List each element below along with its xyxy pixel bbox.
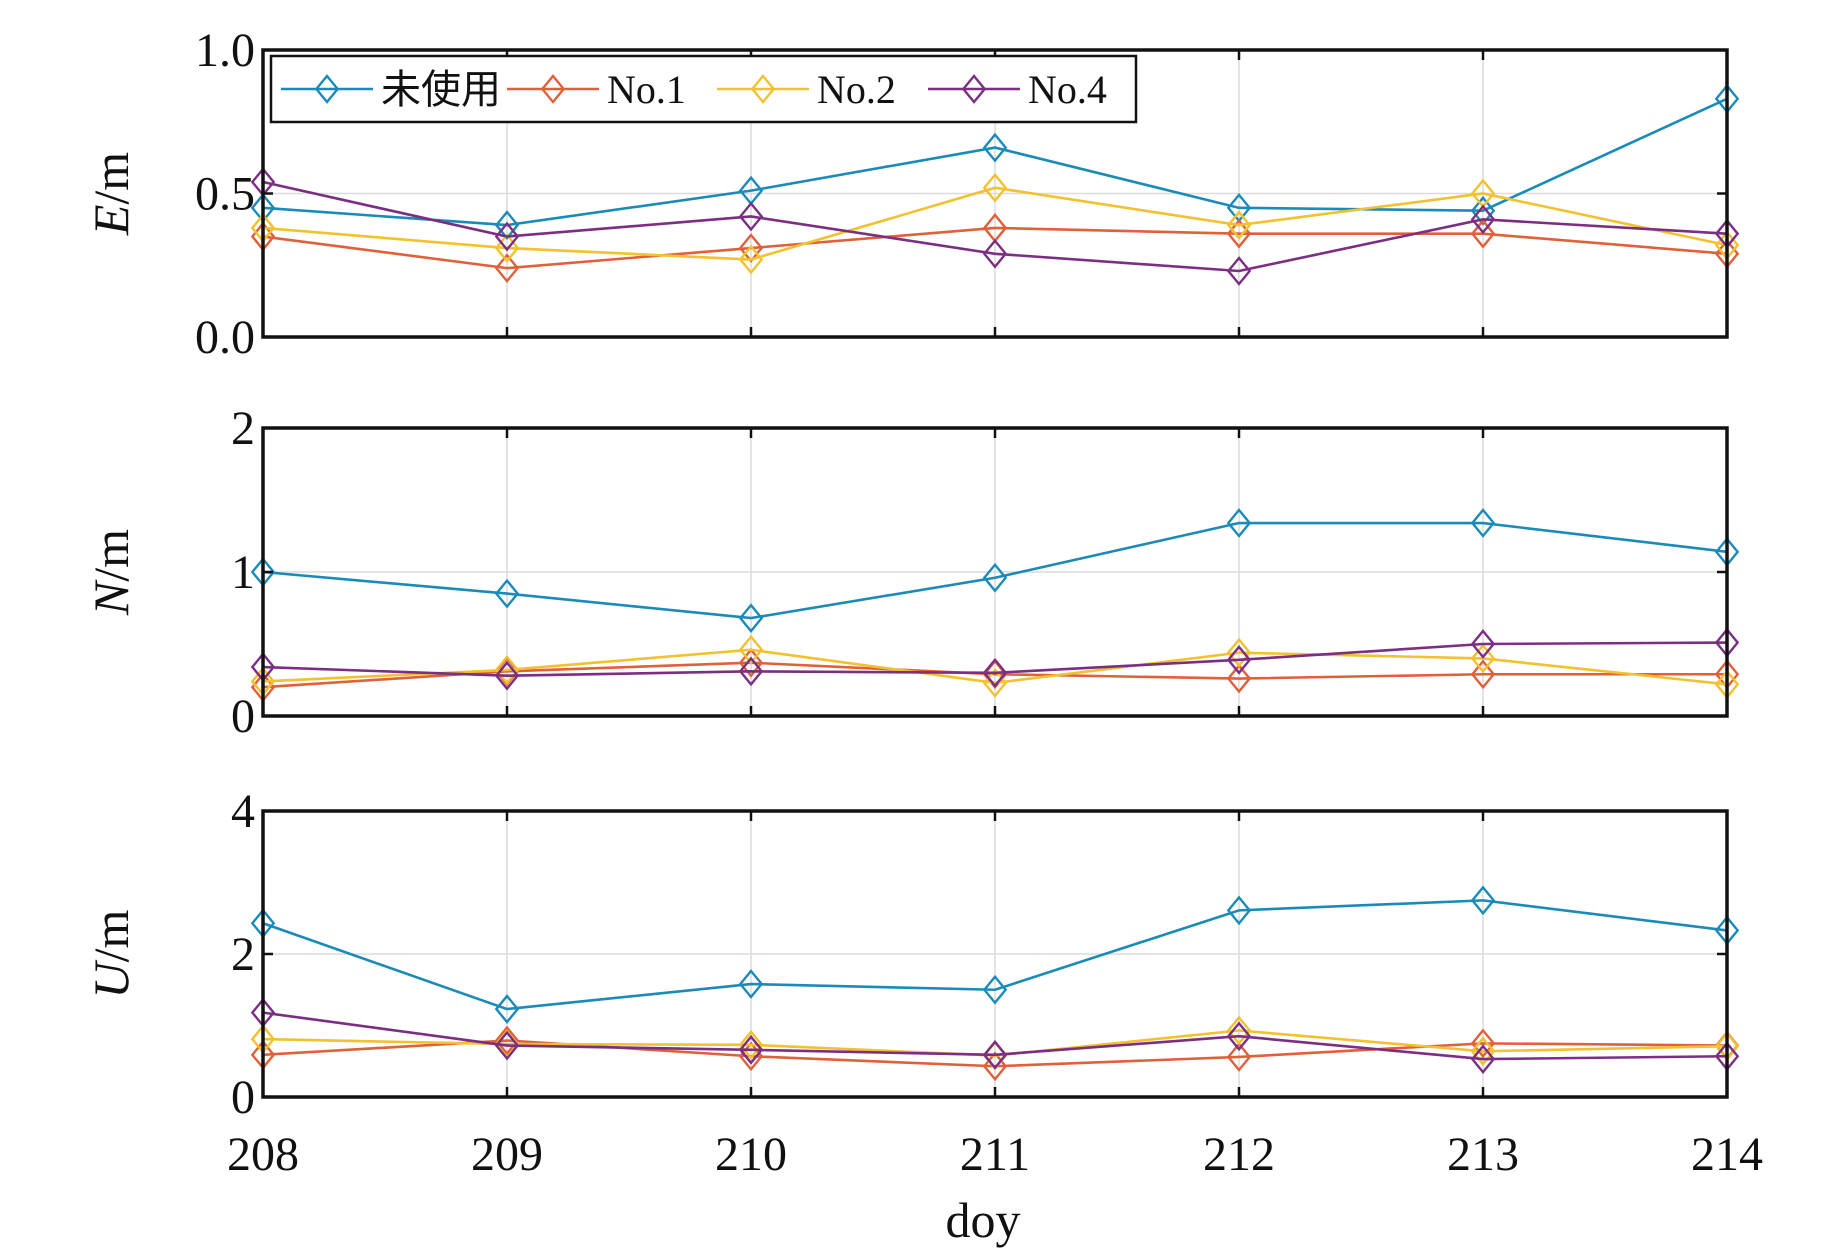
data-point-marker [1470,885,1496,916]
y-axis-label: U/m [83,909,139,998]
data-point-marker [738,1041,764,1072]
y-tick-label: 0.5 [195,168,255,221]
legend-entry: No.2 [717,67,896,112]
legend-label: No.4 [1028,67,1107,112]
data-point-marker [1226,1015,1252,1046]
data-point-marker [494,655,520,685]
y-tick-label: 2 [231,402,255,455]
x-axis-label: doy [946,1192,1021,1248]
x-tick-label: 214 [1691,1128,1763,1181]
data-point-marker [982,132,1008,163]
data-point-marker [1470,629,1496,659]
data-point-marker [738,969,764,999]
x-tick-label: 213 [1447,1128,1519,1181]
legend-entry: No.1 [507,67,686,112]
data-point-marker [494,210,520,240]
data-point-marker [982,657,1008,688]
data-point-marker [982,1039,1008,1070]
data-point-marker [738,233,764,263]
legend: 未使用 No.1 No.2 No.4 [269,54,1138,124]
data-point-marker [1226,508,1252,538]
series-line-No.4 [262,180,1728,273]
data-point-marker [1470,195,1496,226]
legend-entry: No.4 [928,67,1107,112]
data-point-marker [738,634,764,665]
data-point-marker [1226,1021,1252,1052]
y-axis-label-unit: /m [83,529,139,582]
panel-2: 0 2 4 U/m [83,785,1740,1124]
data-point-marker [494,221,520,252]
x-tick-label: 212 [1203,1128,1275,1181]
data-point-marker [1226,644,1252,675]
x-tick-label: 211 [960,1128,1030,1181]
data-point-marker [982,974,1008,1005]
data-point-marker [1226,895,1252,926]
panel-0: 0.0 0.5 1.0 E/m [83,24,1740,364]
data-point-marker [1226,210,1252,240]
data-point-marker [494,1025,520,1056]
data-point-marker [982,238,1008,269]
y-tick-label: 2 [231,928,255,981]
y-tick-label: 4 [231,785,255,838]
y-axis-label-variable: N [83,579,139,616]
series-line-No.4 [262,1011,1728,1061]
y-axis-label: E/m [83,152,139,236]
data-point-marker [494,994,520,1024]
data-point-marker [494,253,520,284]
data-point-marker [1470,643,1496,674]
legend-marker-swatch [750,74,776,104]
x-tick-label: 210 [715,1128,787,1181]
y-tick-label: 0 [231,1071,255,1124]
data-point-marker [1470,204,1496,235]
series-line-No.4 [262,641,1728,677]
data-point-marker [1226,663,1252,694]
data-point-marker [738,603,764,633]
data-point-marker [1226,1042,1252,1072]
y-axis-label-unit: /m [83,909,139,962]
y-axis-label: N/m [83,529,139,616]
data-point-marker [494,233,520,263]
data-point-marker [1470,1028,1496,1059]
legend-entry: 未使用 [281,67,501,112]
y-axis-label-unit: /m [83,152,139,205]
data-point-marker [982,172,1008,203]
y-tick-label: 1.0 [195,24,255,77]
data-point-marker [494,1030,520,1061]
series-line-No.1 [262,661,1727,689]
data-point-marker [982,1051,1008,1082]
legend-marker-swatch [314,74,340,104]
y-axis-label-variable: U [83,959,139,998]
data-point-marker [1470,1044,1496,1074]
legend-label: 未使用 [381,67,501,112]
y-tick-label: 0.0 [195,311,255,364]
data-point-marker [494,660,520,691]
data-point-marker [1226,637,1252,668]
data-point-marker [738,656,764,687]
data-point-marker [738,1034,764,1065]
y-axis-label-variable: E [83,205,139,237]
data-point-marker [738,201,764,232]
legend-marker-swatch [540,74,566,104]
x-tick-label: 209 [471,1128,543,1181]
data-point-marker [738,1029,764,1060]
legend-marker-swatch [961,74,987,104]
data-point-marker [738,244,764,275]
x-tick-label: 208 [227,1128,299,1181]
data-point-marker [982,562,1008,593]
data-point-marker [1470,508,1496,538]
data-point-marker [738,647,764,678]
series-line-未使用 [262,521,1728,620]
legend-label: No.2 [817,67,896,112]
legend-label: No.1 [607,67,686,112]
data-point-marker [1470,659,1496,690]
data-point-marker [1470,1036,1496,1067]
series-line-未使用 [262,899,1728,1011]
panel-1: 0 1 2 N/m [83,402,1740,743]
y-tick-label: 1 [231,546,255,599]
data-point-marker [1226,256,1252,286]
data-point-marker [494,578,520,609]
y-tick-label: 0 [231,690,255,743]
data-point-marker [1470,218,1496,249]
